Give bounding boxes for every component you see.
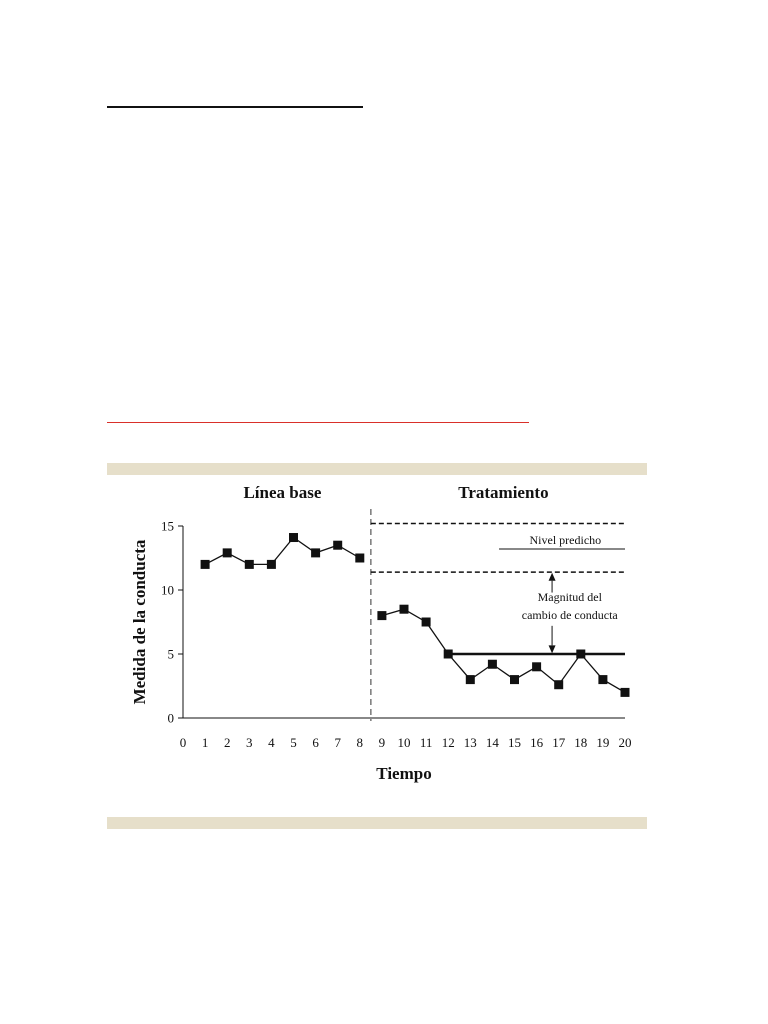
- x-tick-label: 7: [334, 735, 341, 750]
- x-tick-label: 17: [552, 735, 566, 750]
- x-tick-label: 8: [357, 735, 364, 750]
- x-tick-label: 15: [508, 735, 521, 750]
- data-point-marker: [399, 604, 409, 614]
- data-point-marker: [465, 675, 475, 685]
- data-series: [200, 533, 630, 697]
- x-tick-label: 5: [290, 735, 297, 750]
- x-tick-label: 14: [486, 735, 500, 750]
- data-point-marker: [598, 675, 608, 685]
- x-tick-label: 4: [268, 735, 275, 750]
- data-point-marker: [266, 559, 276, 569]
- y-axis-title: Medida de la conducta: [130, 539, 149, 704]
- data-point-marker: [532, 662, 542, 672]
- data-point-marker: [289, 533, 298, 543]
- reference-lines: [370, 522, 625, 656]
- x-tick-label: 12: [442, 735, 455, 750]
- x-tick-label: 10: [398, 735, 411, 750]
- arrow-up-head: [548, 572, 556, 581]
- phase-label: Tratamiento: [458, 483, 548, 502]
- data-point-marker: [443, 649, 453, 659]
- phase-label: Línea base: [243, 483, 321, 502]
- annotations: Nivel predicho Magnitud del cambio de cond…: [499, 533, 625, 654]
- data-point-marker: [377, 611, 387, 621]
- x-tick-label: 13: [464, 735, 477, 750]
- data-point-marker: [200, 559, 210, 569]
- data-point-marker: [487, 659, 497, 669]
- predicted-level-label: Nivel predicho: [530, 533, 602, 547]
- y-tick-label: 10: [161, 583, 174, 598]
- x-tick-label: 18: [574, 735, 587, 750]
- data-point-marker: [421, 617, 431, 627]
- change-magnitude-label: Magnitud del: [538, 590, 603, 604]
- x-tick-label: 9: [379, 735, 386, 750]
- change-magnitude-label: cambio de conducta: [522, 608, 619, 622]
- y-tick-label: 0: [168, 711, 175, 726]
- x-tick-label: 11: [420, 735, 433, 750]
- y-tick-label: 5: [168, 647, 175, 662]
- data-point-marker: [333, 540, 343, 550]
- x-tick-label: 0: [180, 735, 187, 750]
- data-point-marker: [244, 559, 254, 569]
- x-tick-label: 16: [530, 735, 544, 750]
- arrow-down-head: [548, 645, 556, 654]
- data-point-marker: [355, 553, 365, 563]
- x-tick-label: 19: [596, 735, 609, 750]
- x-tick-label: 20: [619, 735, 632, 750]
- data-point-marker: [510, 675, 519, 685]
- x-tick-label: 6: [312, 735, 319, 750]
- data-point-marker: [576, 649, 586, 659]
- data-point-marker: [311, 548, 321, 558]
- section-rule: [107, 422, 529, 423]
- y-tick-label: 15: [161, 519, 174, 534]
- x-tick-label: 1: [202, 735, 209, 750]
- x-tick-label: 2: [224, 735, 231, 750]
- phase-labels: Línea base Tratamiento: [243, 483, 549, 721]
- data-point-marker: [222, 548, 232, 558]
- data-point-marker: [620, 687, 630, 697]
- header-rule: [107, 106, 363, 108]
- data-point-marker: [554, 680, 564, 690]
- figure-top-band: [107, 463, 647, 475]
- figure-bottom-band: [107, 817, 647, 829]
- x-axis-title: Tiempo: [376, 764, 431, 783]
- x-tick-label: 3: [246, 735, 253, 750]
